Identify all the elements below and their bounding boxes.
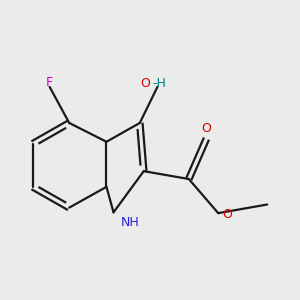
- Text: NH: NH: [121, 216, 139, 229]
- Text: O: O: [140, 77, 150, 90]
- Text: -H: -H: [152, 77, 166, 90]
- Text: F: F: [46, 76, 53, 89]
- Text: O: O: [222, 208, 232, 221]
- Text: O: O: [202, 122, 212, 135]
